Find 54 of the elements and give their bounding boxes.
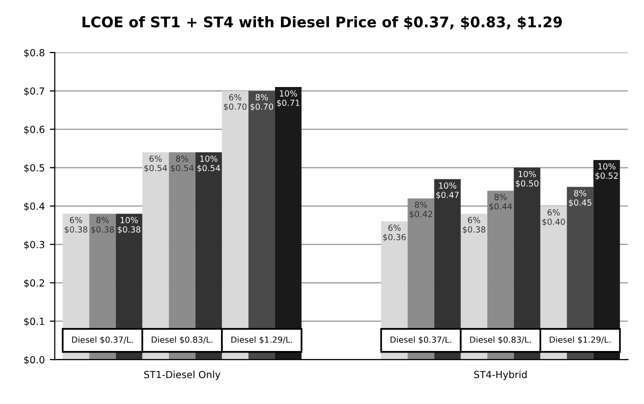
- data-label: $0.71: [277, 99, 300, 108]
- data-label: $0.40: [542, 218, 565, 226]
- data-label: $0.44: [489, 203, 512, 211]
- data-label: $0.70: [224, 103, 247, 111]
- text: 10%: [120, 216, 138, 224]
- text: 10%: [200, 156, 218, 162]
- x-tick-label: Diesel $0.37/L.: [390, 336, 452, 344]
- data-label: $0.38: [64, 226, 88, 234]
- x-tick-label: Diesel $1.29/L.: [231, 336, 292, 344]
- text: 8%: [96, 216, 109, 224]
- data-label: $0.36: [383, 234, 406, 242]
- y-tick-label: $0.0: [24, 356, 44, 365]
- data-label: $0.54: [197, 164, 220, 172]
- y-tick-label: $0.7: [24, 87, 44, 96]
- y-tick-label: $0.5: [24, 164, 44, 173]
- data-label: $0.38: [462, 226, 486, 234]
- data-label: $0.38: [118, 226, 140, 234]
- y-tick-label: $0.3: [24, 240, 44, 250]
- y-tick-label: $0.2: [24, 279, 44, 288]
- x-tick-label: Diesel $0.83/L.: [470, 336, 531, 344]
- chart-title: LCOE of ST1 + ST4 with Diesel Price of $0.37, $0.83, $1.29: [82, 16, 562, 30]
- data-label: $0.54: [144, 164, 168, 172]
- text: 6%: [548, 209, 560, 216]
- text: 8%: [256, 94, 268, 100]
- text: 8%: [494, 194, 507, 200]
- x-tick-label: Diesel $1.29/L.: [550, 336, 610, 344]
- y-tick-label: $0.1: [24, 317, 44, 326]
- x-tick-label: Diesel $0.37/L.: [72, 336, 133, 344]
- text: 6%: [468, 216, 480, 224]
- text: 6%: [388, 224, 401, 231]
- series-label: 8%: [176, 156, 188, 162]
- data-label: $0.42: [410, 210, 432, 218]
- y-tick-label: $0.6: [24, 126, 44, 134]
- x-tick-label: Diesel $0.83/L.: [152, 336, 212, 344]
- text: 8%: [574, 190, 586, 196]
- data-label: $0.52: [595, 172, 618, 180]
- data-label: $0.70: [250, 103, 274, 111]
- y-tick-label: $0.4: [24, 202, 44, 212]
- y-tick-label: $0.8: [24, 48, 44, 58]
- text: 8%: [414, 202, 428, 208]
- text: ST1-Diesel Only: [144, 370, 220, 380]
- text: ST4-Hybrid: [474, 370, 527, 380]
- text: 6%: [229, 94, 242, 100]
- series-label: 6%: [150, 156, 162, 162]
- data-label: $0.50: [516, 180, 538, 188]
- text: 10%: [598, 163, 616, 170]
- data-label: $0.47: [436, 192, 459, 200]
- data-label: $0.38: [91, 226, 114, 234]
- series-label: 10%: [439, 182, 456, 189]
- text: 10%: [280, 90, 298, 97]
- data-label: $0.45: [568, 199, 592, 207]
- text: 10%: [518, 170, 536, 178]
- text: 6%: [70, 216, 82, 224]
- data-label: $0.54: [170, 164, 194, 172]
